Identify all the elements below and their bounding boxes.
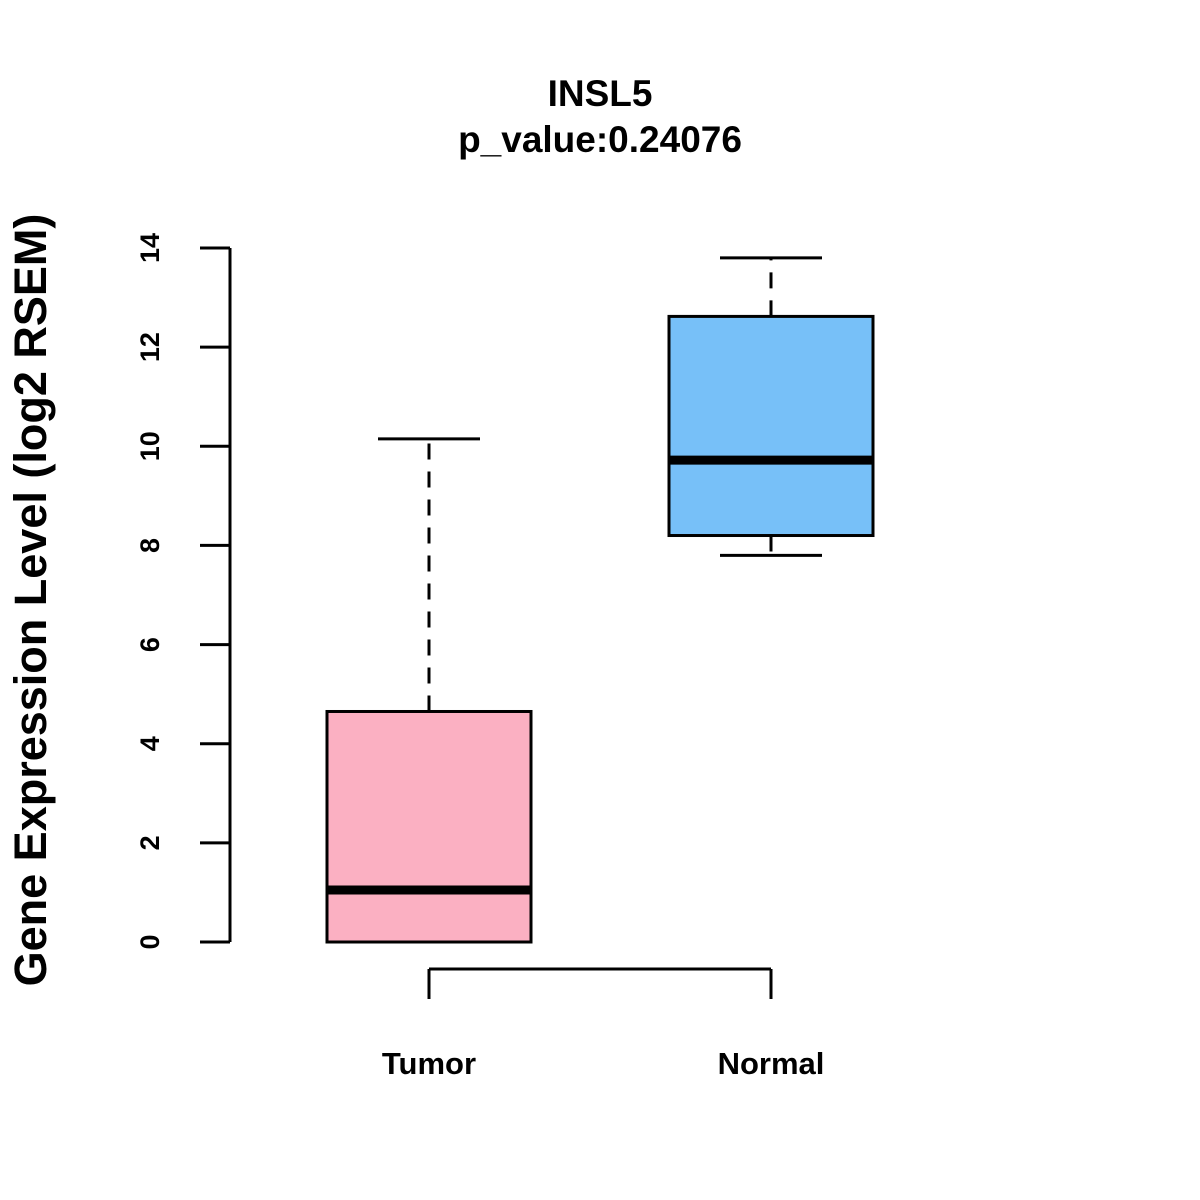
y-tick-label-10: 10 bbox=[135, 431, 165, 461]
x-tick-label-normal: Normal bbox=[718, 1046, 825, 1081]
iqr-box bbox=[667, 314, 875, 538]
chart-subtitle: p_value:0.24076 bbox=[458, 119, 742, 160]
box-group bbox=[325, 256, 875, 944]
y-tick-label-14: 14 bbox=[135, 233, 165, 263]
y-tick-label-2: 2 bbox=[135, 835, 165, 850]
x-tick-label-tumor: Tumor bbox=[382, 1046, 476, 1081]
y-axis: 0 2 4 6 8 10 12 14 bbox=[135, 233, 232, 950]
y-tick-label-6: 6 bbox=[135, 637, 165, 652]
x-axis: Tumor Normal bbox=[382, 967, 825, 1081]
box-normal bbox=[667, 256, 875, 557]
y-tick-label-12: 12 bbox=[135, 332, 165, 362]
iqr-box bbox=[325, 709, 533, 944]
chart-title: INSL5 bbox=[548, 73, 653, 114]
y-axis-label: Gene Expression Level (log2 RSEM) bbox=[5, 214, 56, 987]
box-tumor bbox=[325, 437, 533, 944]
y-tick-label-4: 4 bbox=[135, 736, 165, 751]
y-tick-label-8: 8 bbox=[135, 538, 165, 553]
y-tick-label-0: 0 bbox=[135, 934, 165, 949]
